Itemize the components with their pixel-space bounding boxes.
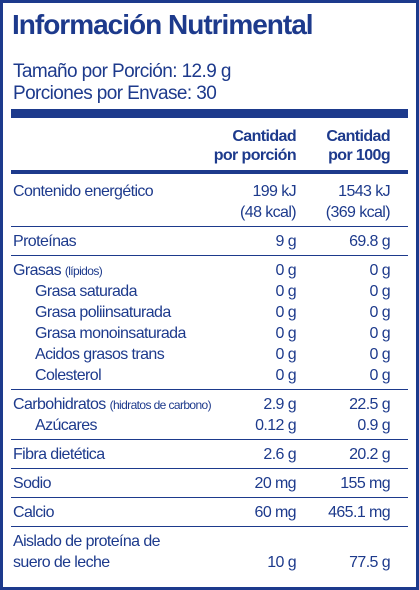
row-label: Azúcares — [35, 417, 98, 434]
column-header: Cantidad — [326, 128, 390, 145]
title: Información Nutrimental — [12, 9, 314, 40]
row-label: Grasas (lípidos) — [13, 262, 103, 279]
row-note: (hidratos de carbono) — [109, 398, 212, 412]
row-value: 0 g — [275, 262, 297, 279]
row-value: (48 kcal) — [240, 204, 297, 221]
row-value: 77.5 g — [349, 554, 390, 571]
row-value: 1543 kJ — [338, 183, 390, 200]
row-label: Fibra dietética — [13, 446, 105, 463]
column-header: Cantidad — [232, 128, 296, 145]
row-label: suero de leche — [13, 554, 110, 571]
row-value: 9 g — [275, 233, 297, 250]
row-divider — [11, 526, 408, 527]
serving-size: Tamaño por Porción: 12.9 g — [13, 61, 231, 82]
row-value: 0 g — [369, 346, 391, 363]
row-divider — [11, 439, 408, 440]
row-value: 0 g — [369, 304, 391, 321]
row-value: 155 mg — [340, 475, 390, 492]
row-value: 0 g — [369, 367, 391, 384]
header-bar — [11, 170, 408, 174]
row-value: 465.1 mg — [328, 504, 391, 521]
column-header: por 100g — [328, 147, 390, 164]
row-value: 60 mg — [254, 504, 297, 521]
row-value: 0 g — [369, 283, 391, 300]
row-divider — [11, 389, 408, 390]
row-label: Carbohidratos (hidratos de carbono) — [13, 396, 212, 413]
row-divider — [11, 468, 408, 469]
row-value: 20 mg — [254, 475, 297, 492]
row-label: Grasa saturada — [35, 283, 137, 300]
row-value: 0 g — [275, 325, 297, 342]
row-note: (lípidos) — [64, 264, 103, 278]
row-value: 0.12 g — [255, 417, 296, 434]
row-label: Grasa monoinsaturada — [35, 325, 186, 342]
row-label: Sodio — [13, 475, 52, 492]
row-label: Contenido energético — [13, 183, 154, 200]
row-value: 0 g — [369, 325, 391, 342]
servings-per-container: Porciones por Envase: 30 — [13, 83, 217, 104]
row-value: 0 g — [275, 367, 297, 384]
row-value: (369 kcal) — [325, 204, 391, 221]
row-value: 199 kJ — [252, 183, 296, 200]
row-value: 69.8 g — [349, 233, 390, 250]
row-divider — [11, 497, 408, 498]
thick-bar — [11, 109, 408, 118]
row-value: 0 g — [369, 262, 391, 279]
row-label: Aislado de proteína de — [13, 533, 161, 550]
row-label: Grasa poliinsaturada — [35, 304, 171, 321]
row-value: 0.9 g — [357, 417, 390, 434]
row-value: 20.2 g — [349, 446, 390, 463]
row-value: 0 g — [275, 283, 297, 300]
row-value: 2.6 g — [263, 446, 296, 463]
row-label: Calcio — [13, 504, 54, 521]
row-value: 0 g — [275, 304, 297, 321]
row-divider — [11, 255, 408, 256]
row-value: 10 g — [267, 554, 296, 571]
row-value: 2.9 g — [263, 396, 296, 413]
row-label: Proteínas — [13, 233, 77, 250]
row-value: 22.5 g — [349, 396, 390, 413]
row-label: Acidos grasos trans — [35, 346, 165, 363]
column-header: por porción — [213, 147, 297, 164]
row-divider — [11, 226, 408, 227]
row-label: Colesterol — [35, 367, 102, 384]
row-value: 0 g — [275, 346, 297, 363]
